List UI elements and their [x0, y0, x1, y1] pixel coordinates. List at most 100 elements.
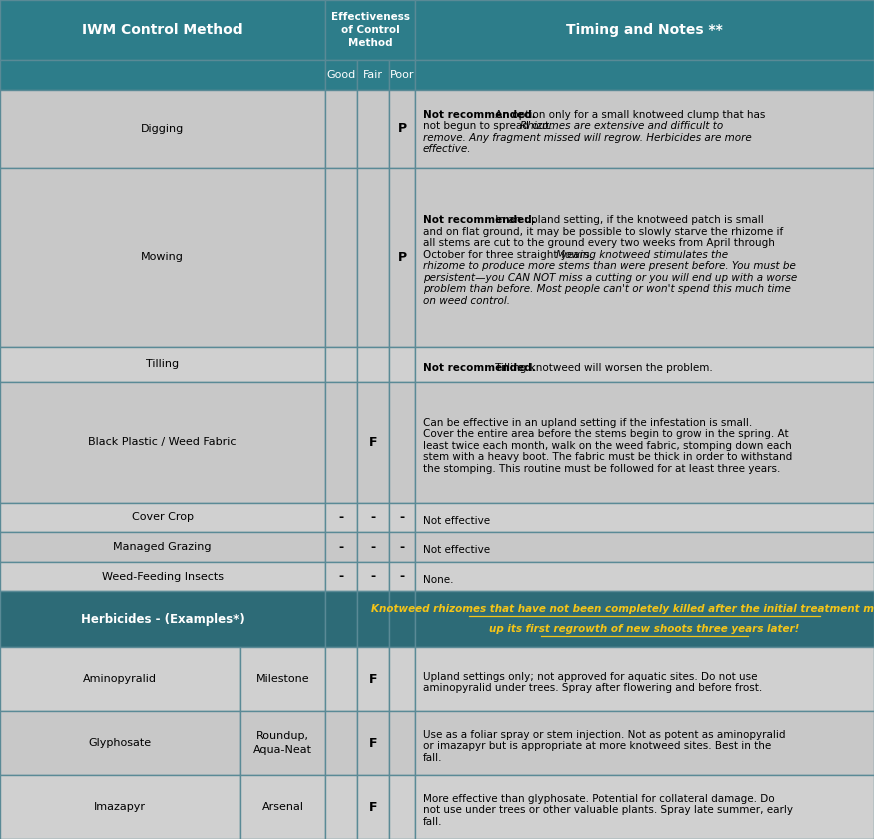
Text: Arsenal: Arsenal — [261, 802, 303, 812]
Text: Cover Crop: Cover Crop — [131, 513, 193, 523]
Text: not use under trees or other valuable plants. Spray late summer, early: not use under trees or other valuable pl… — [423, 805, 793, 816]
Text: fall.: fall. — [423, 753, 442, 763]
Bar — [325, 0, 415, 60]
Text: the stomping. This routine must be followed for at least three years.: the stomping. This routine must be follo… — [423, 464, 780, 473]
Bar — [0, 711, 240, 775]
Text: F: F — [369, 435, 378, 449]
Bar — [415, 503, 874, 532]
Text: -: - — [399, 571, 405, 583]
Bar — [0, 503, 325, 532]
Bar — [357, 648, 389, 711]
Bar — [415, 90, 874, 168]
Text: None.: None. — [423, 575, 454, 585]
Bar — [389, 648, 415, 711]
Text: Not recommended.: Not recommended. — [423, 216, 536, 226]
Text: on weed control.: on weed control. — [423, 296, 510, 306]
Text: An option only for a small knotweed clump that has: An option only for a small knotweed clum… — [492, 110, 765, 120]
Text: F: F — [369, 800, 378, 814]
Text: persistent—you CAN NOT miss a cutting or you will end up with a worse: persistent—you CAN NOT miss a cutting or… — [423, 273, 797, 283]
Text: not begun to spread out.: not begun to spread out. — [423, 122, 556, 132]
Bar — [325, 775, 357, 839]
Bar — [415, 347, 874, 382]
Text: More effective than glyphosate. Potential for collateral damage. Do: More effective than glyphosate. Potentia… — [423, 794, 774, 804]
Text: or imazapyr but is appropriate at more knotweed sites. Best in the: or imazapyr but is appropriate at more k… — [423, 742, 771, 752]
Text: Upland settings only; not approved for aquatic sites. Do not use: Upland settings only; not approved for a… — [423, 672, 758, 682]
Bar — [240, 711, 325, 775]
Bar — [389, 532, 415, 562]
Bar — [389, 382, 415, 503]
Text: Rhizomes are extensive and difficult to: Rhizomes are extensive and difficult to — [521, 122, 724, 132]
Bar — [389, 347, 415, 382]
Text: P: P — [398, 251, 406, 264]
Text: aminopyralid under trees. Spray after flowering and before frost.: aminopyralid under trees. Spray after fl… — [423, 684, 762, 693]
Text: Not recommended.: Not recommended. — [423, 362, 536, 373]
Bar — [0, 90, 325, 168]
Bar — [325, 711, 357, 775]
Text: IWM Control Method: IWM Control Method — [82, 23, 243, 37]
Text: problem than before. Most people can't or won't spend this much time: problem than before. Most people can't o… — [423, 284, 791, 294]
Text: stem with a heavy boot. The fabric must be thick in order to withstand: stem with a heavy boot. The fabric must … — [423, 452, 792, 462]
Text: Herbicides - (Examples*): Herbicides - (Examples*) — [80, 613, 245, 626]
Bar — [389, 562, 415, 591]
Bar — [0, 382, 325, 503]
Text: Imazapyr: Imazapyr — [94, 802, 146, 812]
Text: Timing and Notes **: Timing and Notes ** — [566, 23, 723, 37]
Text: Tilling knotweed will worsen the problem.: Tilling knotweed will worsen the problem… — [492, 362, 712, 373]
Text: Not effective: Not effective — [423, 516, 490, 526]
Text: October for three straight years.: October for three straight years. — [423, 250, 596, 260]
Bar — [389, 90, 415, 168]
Bar — [325, 532, 357, 562]
Bar — [415, 60, 874, 90]
Bar — [389, 60, 415, 90]
Text: Digging: Digging — [141, 124, 184, 134]
Text: Roundup,
Aqua-Neat: Roundup, Aqua-Neat — [253, 732, 312, 755]
Bar — [325, 168, 357, 347]
Text: Good: Good — [326, 70, 356, 80]
Text: least twice each month, walk on the weed fabric, stomping down each: least twice each month, walk on the weed… — [423, 440, 792, 451]
Bar — [357, 711, 389, 775]
Bar — [415, 591, 874, 648]
Bar — [389, 591, 415, 648]
Bar — [357, 60, 389, 90]
Text: fall.: fall. — [423, 817, 442, 826]
Text: Mowing knotweed stimulates the: Mowing knotweed stimulates the — [556, 250, 728, 260]
Text: Cover the entire area before the stems begin to grow in the spring. At: Cover the entire area before the stems b… — [423, 429, 788, 439]
Text: -: - — [338, 540, 343, 554]
Bar — [357, 503, 389, 532]
Bar — [415, 775, 874, 839]
Text: -: - — [338, 571, 343, 583]
Text: and on flat ground, it may be possible to slowly starve the rhizome if: and on flat ground, it may be possible t… — [423, 227, 783, 237]
Text: Weed-Feeding Insects: Weed-Feeding Insects — [101, 571, 224, 581]
Bar — [389, 503, 415, 532]
Bar — [0, 347, 325, 382]
Text: Not recommended.: Not recommended. — [423, 110, 536, 120]
Text: Mowing: Mowing — [141, 253, 184, 263]
Bar — [415, 711, 874, 775]
Text: -: - — [371, 571, 376, 583]
Bar — [0, 648, 240, 711]
Bar — [325, 562, 357, 591]
Text: Knotweed rhizomes that have not been completely killed after the initial treatme: Knotweed rhizomes that have not been com… — [371, 604, 874, 614]
Text: -: - — [371, 540, 376, 554]
Text: remove. Any fragment missed will regrow. Herbicides are more: remove. Any fragment missed will regrow.… — [423, 133, 752, 143]
Text: up its first regrowth of new shoots three years later!: up its first regrowth of new shoots thre… — [489, 624, 800, 634]
Bar — [0, 775, 240, 839]
Bar — [325, 648, 357, 711]
Bar — [389, 168, 415, 347]
Bar — [415, 648, 874, 711]
Bar — [325, 591, 357, 648]
Bar — [357, 562, 389, 591]
Text: Managed Grazing: Managed Grazing — [114, 542, 212, 552]
Bar — [389, 775, 415, 839]
Bar — [240, 648, 325, 711]
Text: P: P — [398, 122, 406, 135]
Text: Tilling: Tilling — [146, 359, 179, 369]
Bar — [325, 382, 357, 503]
Text: Can be effective in an upland setting if the infestation is small.: Can be effective in an upland setting if… — [423, 418, 753, 428]
Text: all stems are cut to the ground every two weeks from April through: all stems are cut to the ground every tw… — [423, 238, 775, 248]
Bar — [389, 711, 415, 775]
Text: F: F — [369, 673, 378, 686]
Bar — [240, 775, 325, 839]
Text: Use as a foliar spray or stem injection. Not as potent as aminopyralid: Use as a foliar spray or stem injection.… — [423, 730, 786, 740]
Bar — [357, 347, 389, 382]
